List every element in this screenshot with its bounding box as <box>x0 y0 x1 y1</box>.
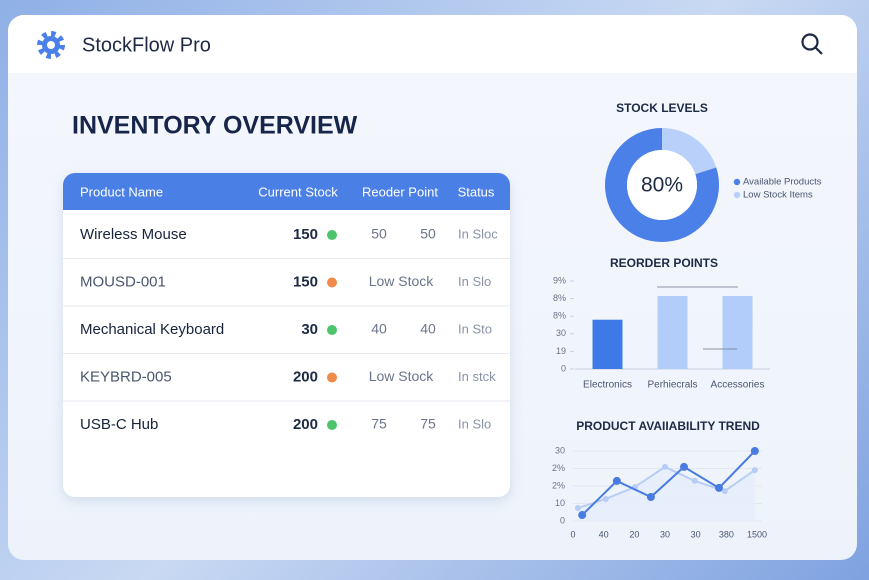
stock-dot <box>327 277 337 288</box>
stock-value: 30 <box>301 321 318 338</box>
y-tick-label: 8% <box>553 293 566 303</box>
x-tick-label: 30 <box>691 529 701 539</box>
column-header: Status <box>458 184 495 199</box>
search-icon[interactable] <box>801 33 823 55</box>
point <box>750 447 759 455</box>
header-bar <box>8 15 857 73</box>
chart-title: REORDER POINTS <box>610 256 718 270</box>
reorder-cell: 75 <box>420 416 436 432</box>
y-tick-label: 0 <box>560 515 565 525</box>
donut-center-label: 80% <box>641 174 683 197</box>
reorder-cell: 40 <box>371 321 387 337</box>
stock-dot <box>327 420 337 430</box>
table-header <box>63 173 510 210</box>
product-name: MOUSD-001 <box>80 273 166 290</box>
stock-dot <box>327 230 337 240</box>
legend-swatch <box>733 178 741 186</box>
stock-value: 200 <box>293 368 318 385</box>
donut-hole <box>627 150 697 220</box>
point <box>721 488 728 495</box>
product-name: KEYBRD-005 <box>80 368 172 385</box>
column-header: Reoder Point <box>362 184 438 199</box>
line <box>581 450 756 516</box>
stock-value: 200 <box>293 416 318 433</box>
chart-title: STOCK LEVELS <box>616 101 708 115</box>
y-tick-label: 30 <box>556 328 566 338</box>
reorder-cell: 50 <box>371 226 387 242</box>
point <box>574 505 581 512</box>
y-tick-label: 30 <box>555 445 565 455</box>
legend-label: Available Products <box>743 177 822 188</box>
x-tick-label: Perhiecrals <box>647 380 697 391</box>
y-tick-label: 10 <box>555 498 565 508</box>
point <box>680 462 689 471</box>
y-tick-label: 2% <box>552 480 565 490</box>
point <box>612 476 621 485</box>
legend-label: Low Stock Items <box>743 190 813 201</box>
area <box>577 466 755 521</box>
status: In stck <box>458 369 496 384</box>
y-tick-label: 2% <box>552 463 565 473</box>
x-tick-label: Accessories <box>711 380 765 391</box>
y-tick-label: 19 <box>556 346 566 356</box>
donut-slice <box>662 128 717 175</box>
bar <box>722 295 753 369</box>
point <box>646 493 655 502</box>
y-tick-label: 9% <box>553 275 566 285</box>
x-tick-label: Electronics <box>583 380 632 391</box>
reorder-cell: 50 <box>420 226 436 242</box>
status: In Sto <box>458 321 492 336</box>
stock-dot <box>327 372 337 383</box>
legend-swatch <box>733 191 741 199</box>
x-tick-label: 0 <box>570 529 575 539</box>
y-tick-label: 0 <box>561 363 566 373</box>
stock-dot <box>327 325 337 335</box>
x-tick-label: 380 <box>719 529 734 539</box>
point <box>691 477 698 484</box>
y-tick-label: 8% <box>553 311 566 321</box>
status: In Sloc <box>458 226 498 241</box>
x-tick-label: 1500 <box>747 529 767 539</box>
content: Product Name Current Stock Reoder Point Sta… <box>63 101 822 539</box>
point <box>714 483 723 492</box>
x-tick-label: 40 <box>599 529 609 539</box>
reorder-cell: 40 <box>420 321 436 337</box>
reorder-cell: Low Stock <box>369 273 435 289</box>
status: In Slo <box>458 274 491 289</box>
column-header: Product Name <box>80 184 163 199</box>
column-header: Current Stock <box>258 184 338 199</box>
product-name: USB-C Hub <box>80 416 158 433</box>
annotation-line <box>657 286 738 350</box>
stock-value: 150 <box>293 226 318 243</box>
point <box>602 495 609 502</box>
table-card <box>63 173 510 497</box>
x-tick-label: 30 <box>660 529 670 539</box>
chart-title: PRODUCT AVAIIABILITY TREND <box>576 419 760 433</box>
gear-icon <box>37 31 65 59</box>
point <box>662 463 668 470</box>
page-heading: INVENTORY OVERVIEW <box>72 112 358 140</box>
point <box>751 467 758 474</box>
reorder-cell: Low Stock <box>369 368 435 384</box>
point <box>578 511 587 520</box>
product-name: Mechanical Keyboard <box>80 321 224 338</box>
reorder-cell: 75 <box>371 416 387 432</box>
product-name: Wireless Mouse <box>80 226 187 243</box>
status: In Slo <box>458 416 491 431</box>
x-tick-label: 20 <box>629 529 639 539</box>
app-title: StockFlow Pro <box>82 34 211 56</box>
stock-value: 150 <box>293 273 318 290</box>
donut-slice <box>605 128 719 242</box>
bar <box>592 319 623 369</box>
bar <box>657 295 688 369</box>
